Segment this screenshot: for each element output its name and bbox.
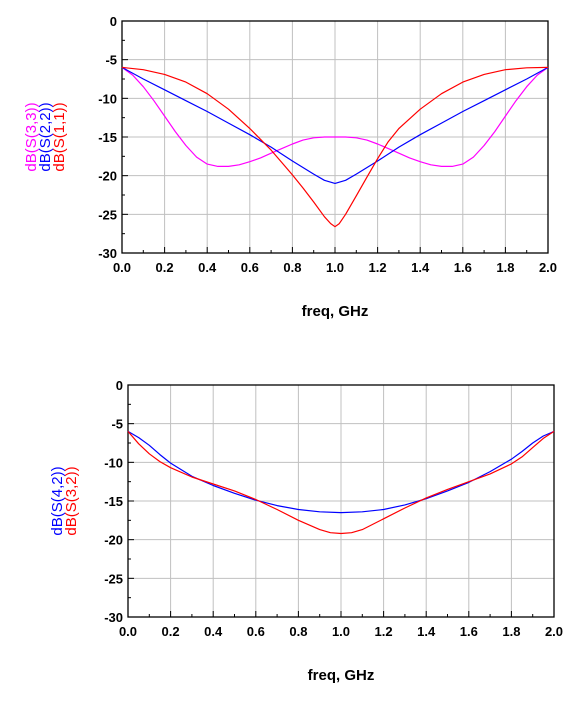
x-tick-label: 1.8	[502, 624, 520, 639]
y-tick-label: -25	[104, 571, 123, 586]
grid	[128, 385, 554, 617]
grid	[122, 21, 548, 253]
y-tick-label: -15	[104, 494, 123, 509]
x-tick-label: 1.2	[375, 624, 393, 639]
y-tick-label: -30	[104, 610, 123, 625]
y-tick-label: -20	[104, 533, 123, 548]
x-tick-label: 0.6	[241, 260, 259, 275]
series-line	[121, 66, 549, 167]
x-tick-label: 1.2	[369, 260, 387, 275]
x-tick-label: 2.0	[539, 260, 557, 275]
x-tick-label: 0.2	[156, 260, 174, 275]
x-tick-label: 2.0	[545, 624, 563, 639]
y-tick-label: -20	[98, 169, 117, 184]
series-line	[127, 430, 555, 535]
axis-ticks	[121, 20, 549, 254]
series-line	[121, 66, 549, 184]
series-line	[127, 430, 555, 514]
x-tick-label: 0.0	[113, 260, 131, 275]
x-tick-label: 1.6	[460, 624, 478, 639]
x-tick-label: 0.2	[162, 624, 180, 639]
y-axis-label: dB(S(1,1))	[51, 102, 68, 171]
x-tick-label: 1.6	[454, 260, 472, 275]
x-axis-label: freq, GHz	[302, 303, 369, 320]
y-tick-label: 0	[110, 14, 117, 29]
x-tick-label: 0.0	[119, 624, 137, 639]
x-tick-label: 1.4	[411, 260, 430, 275]
x-tick-label: 1.0	[332, 624, 350, 639]
y-axis-label: dB(S(3,2))	[63, 466, 80, 535]
y-tick-label: -10	[104, 455, 123, 470]
y-tick-label: -15	[98, 130, 117, 145]
y-tick-label: -25	[98, 207, 117, 222]
x-tick-label: 1.8	[496, 260, 514, 275]
y-axis-label: dB(S(2,2))	[37, 102, 54, 171]
y-axis-label: dB(S(4,2))	[49, 466, 66, 535]
x-tick-label: 0.8	[289, 624, 307, 639]
y-tick-label: -30	[98, 246, 117, 261]
y-axis-label: dB(S(3,3))	[23, 102, 40, 171]
y-tick-label: -5	[105, 53, 117, 68]
x-axis-label: freq, GHz	[308, 667, 375, 684]
x-tick-label: 1.4	[417, 624, 436, 639]
x-tick-label: 0.8	[283, 260, 301, 275]
x-tick-label: 0.4	[198, 260, 217, 275]
y-tick-label: -5	[111, 417, 123, 432]
axis-ticks	[127, 384, 555, 618]
x-tick-label: 0.6	[247, 624, 265, 639]
y-tick-label: -10	[98, 91, 117, 106]
series-line	[121, 66, 549, 228]
x-tick-label: 1.0	[326, 260, 344, 275]
x-tick-label: 0.4	[204, 624, 223, 639]
y-tick-label: 0	[116, 378, 123, 393]
chart-top: 0.0 0.2 0.4 0.6 0.8 1.0 1.2 1.4 1.6 1.8 2.0 0 -5 -10 -…	[23, 14, 557, 320]
chart-bottom: 0.0 0.2 0.4 0.6 0.8 1.0 1.2 1.4 1.6 1.8 2.0 0 -5 -10 -…	[49, 378, 563, 684]
